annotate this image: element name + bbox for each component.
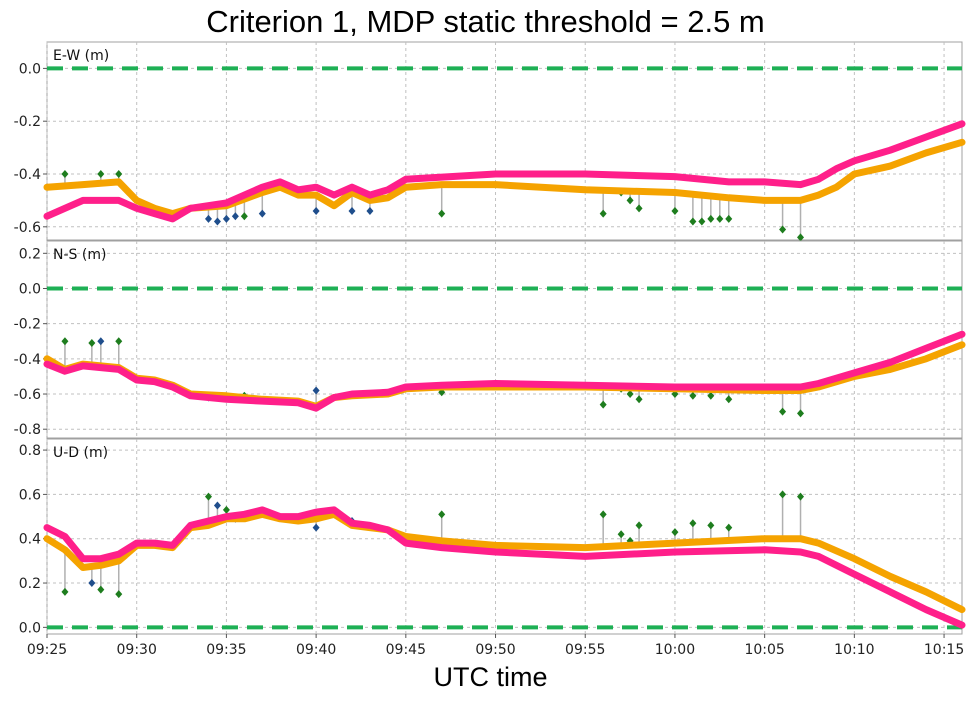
outlier-point [61,587,69,596]
outlier-point [348,206,356,215]
panel-1: 0.2 0.0 -0.2 -0.4 -0.6 -0.8 N-S (m) [14,240,966,439]
series-line-0 [43,138,966,218]
outlier-point [97,585,105,594]
outlier-point [689,217,697,226]
outlier-point [312,206,320,215]
outlier-point [599,510,607,519]
outlier-point [240,212,248,221]
y-tick-label: -0.4 [14,167,41,183]
outlier-point [213,217,221,226]
outlier-point [779,407,787,416]
x-tick-label: 09:30 [117,642,157,658]
outlier-point [617,530,625,539]
panel-2: 0.8 0.6 0.4 0.2 0.0 U-D (m) [19,438,966,636]
y-tick-label: 0.0 [19,61,41,77]
outlier-point [671,528,679,537]
outlier-point [797,409,805,418]
outlier-point [97,337,105,346]
outlier-point [438,510,446,519]
x-tick-label: 09:40 [296,642,336,658]
outlier-point [626,390,634,399]
outlier-point [626,196,634,205]
outlier-point [707,391,715,400]
outlier-point [779,225,787,234]
outlier-point [779,490,787,499]
outlier-point [115,337,123,346]
outlier-point [725,395,733,404]
outlier-point [599,209,607,218]
x-tick-label: 10:05 [744,642,784,658]
outlier-point [635,395,643,404]
outlier-point [204,214,212,223]
panel-frame [46,240,963,439]
outlier-point [698,217,706,226]
outlier-point [213,501,221,510]
y-tick-label: 0.0 [19,281,41,297]
outlier-point [222,214,230,223]
outlier-point [725,523,733,532]
outlier-point [689,519,697,528]
y-tick-label: -0.2 [14,317,41,333]
outlier-point [716,214,724,223]
outlier-point [312,386,320,395]
outlier-point [204,492,212,501]
outlier-point [61,170,69,178]
y-tick-label: 0.8 [19,443,41,459]
outlier-point [635,521,643,530]
series-line-1 [43,330,966,412]
outlier-point [231,212,239,221]
outlier-point [707,214,715,223]
outlier-point [366,206,374,215]
panel-0: 0.0 -0.2 -0.4 -0.6 E-W (m) [14,41,966,242]
outlier-point [707,521,715,530]
outlier-point [88,579,96,588]
x-tick-label: 09:35 [206,642,246,658]
outlier-point [97,170,105,178]
outlier-point [222,505,230,514]
x-tick-label: 09:25 [27,642,67,658]
outlier-point [797,233,805,242]
y-tick-label: -0.2 [14,114,41,130]
chart-title: Criterion 1, MDP static threshold = 2.5 … [206,4,765,39]
panel-label: U-D (m) [53,445,108,461]
outlier-point [797,492,805,501]
y-tick-label: -0.4 [14,352,41,368]
x-tick-label: 09:50 [475,642,515,658]
y-tick-label: 0.2 [19,246,41,262]
y-tick-label: 0.0 [19,620,41,636]
outlier-point [115,170,123,178]
y-tick-label: 0.4 [19,532,41,548]
outlier-point [635,204,643,213]
y-tick-label: -0.6 [14,387,41,403]
outlier-point [689,391,697,400]
x-tick-label: 10:15 [924,642,964,658]
outlier-point [599,400,607,409]
y-tick-label: -0.8 [14,422,41,438]
y-tick-label: 0.6 [19,487,41,503]
x-tick-label: 09:55 [565,642,605,658]
panel-frame [46,438,963,635]
series-line-1 [43,120,966,223]
x-tick-label: 09:45 [386,642,426,658]
outlier-point [438,209,446,218]
panel-label: N-S (m) [53,247,106,263]
y-tick-label: 0.2 [19,576,41,592]
outlier-point [88,339,96,348]
outlier-point [258,209,266,218]
series-line-1 [43,506,966,629]
outlier-point [725,214,733,223]
y-tick-label: -0.6 [14,220,41,236]
x-tick-label: 10:10 [834,642,874,658]
x-tick-label: 10:00 [655,642,695,658]
outlier-point [671,206,679,215]
x-axis-label: UTC time [433,662,548,692]
outlier-point [61,337,69,346]
panel-label: E-W (m) [53,48,109,64]
outlier-point [115,590,123,599]
outlier-point [312,523,320,532]
